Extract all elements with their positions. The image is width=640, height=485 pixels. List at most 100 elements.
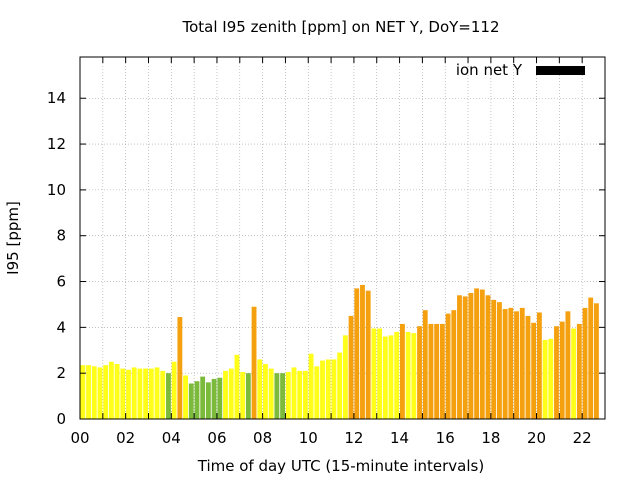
- bar: [143, 368, 149, 419]
- bar: [594, 303, 599, 419]
- bar: [576, 323, 582, 419]
- bar: [554, 326, 559, 419]
- x-tick-label: 00: [70, 429, 89, 447]
- bar: [108, 361, 114, 419]
- bar: [337, 352, 343, 419]
- axis-ticks: [79, 57, 606, 420]
- bar: [314, 366, 320, 419]
- bar: [154, 367, 160, 419]
- bar: [479, 289, 485, 419]
- bar: [428, 323, 434, 419]
- bar: [240, 372, 246, 419]
- bar: [439, 323, 445, 419]
- bar: [97, 367, 103, 419]
- bar: [588, 297, 594, 419]
- x-tick-label: 04: [162, 429, 181, 447]
- bar: [148, 368, 154, 419]
- x-tick-label: 22: [573, 429, 592, 447]
- bar: [320, 360, 325, 419]
- bar: [360, 284, 365, 419]
- y-axis-title: I95 [ppm]: [4, 201, 22, 275]
- x-axis-title: Time of day UTC (15-minute intervals): [197, 457, 484, 475]
- bar: [183, 375, 188, 419]
- bar: [166, 373, 171, 419]
- bar: [451, 310, 457, 419]
- bar: [582, 307, 588, 419]
- x-tick-label: 14: [390, 429, 409, 447]
- bar: [399, 323, 405, 419]
- bar: [388, 335, 394, 419]
- x-tick-label: 02: [116, 429, 135, 447]
- bar: [434, 323, 440, 419]
- bar: [297, 370, 303, 419]
- bar: [188, 383, 194, 419]
- bar: [251, 306, 257, 419]
- bar: [536, 312, 542, 419]
- bar: [177, 317, 183, 419]
- y-tick-labels: 0 2 4 6 8 10 12 14: [47, 89, 66, 428]
- bar: [417, 326, 422, 419]
- bar: [291, 367, 297, 419]
- bar: [285, 372, 291, 419]
- x-tick-labels: 00 02 04 06 08 10 12 14 16 18 20 22: [70, 429, 591, 447]
- x-tick-label: 16: [436, 429, 455, 447]
- bar: [468, 292, 474, 419]
- bar: [445, 313, 451, 419]
- chart-title: Total I95 zenith [ppm] on NET Y, DoY=112: [181, 18, 499, 36]
- bar: [91, 366, 97, 419]
- bar: [80, 365, 86, 419]
- bar: [531, 322, 537, 419]
- bar: [211, 378, 217, 419]
- bar: [508, 307, 514, 419]
- y-tick-label: 12: [47, 135, 66, 153]
- bar: [491, 299, 497, 419]
- bar: [519, 307, 525, 419]
- bar: [559, 321, 565, 419]
- bar: [565, 311, 571, 419]
- bar: [348, 315, 354, 419]
- bar: [485, 295, 491, 419]
- bar: [457, 295, 462, 419]
- y-tick-label: 4: [56, 318, 66, 336]
- y-tick-label: 2: [56, 364, 66, 382]
- bar: [171, 361, 177, 419]
- bar: [268, 368, 274, 419]
- bar: [525, 315, 531, 419]
- bar: [217, 377, 223, 419]
- bar: [377, 328, 383, 419]
- bar: [194, 381, 200, 419]
- plot-frame: [79, 56, 606, 420]
- x-tick-label: 06: [207, 429, 226, 447]
- bar: [274, 373, 280, 419]
- bar: [497, 302, 502, 419]
- bar: [234, 354, 240, 419]
- legend: ion net Y: [456, 61, 585, 79]
- x-tick-label: 12: [344, 429, 363, 447]
- bar: [411, 333, 417, 419]
- bar: [228, 368, 234, 419]
- y-tick-label: 0: [56, 410, 66, 428]
- bar: [257, 359, 263, 419]
- x-tick-label: 10: [299, 429, 318, 447]
- y-tick-label: 8: [56, 227, 66, 245]
- bar: [354, 288, 360, 419]
- bar: [325, 359, 331, 419]
- bar: [302, 370, 308, 419]
- bar: [542, 339, 548, 419]
- legend-label: ion net Y: [456, 61, 523, 79]
- y-tick-label: 6: [56, 273, 66, 291]
- bar: [371, 328, 377, 419]
- bar: [405, 331, 411, 419]
- bar: [382, 336, 388, 419]
- bar: [223, 370, 228, 419]
- bar: [200, 376, 206, 419]
- bar: [342, 335, 348, 419]
- bar: [394, 331, 400, 419]
- bar: [103, 365, 109, 419]
- bar: [114, 364, 120, 419]
- x-tick-label: 08: [253, 429, 272, 447]
- bar: [205, 382, 211, 419]
- bar: [422, 310, 428, 419]
